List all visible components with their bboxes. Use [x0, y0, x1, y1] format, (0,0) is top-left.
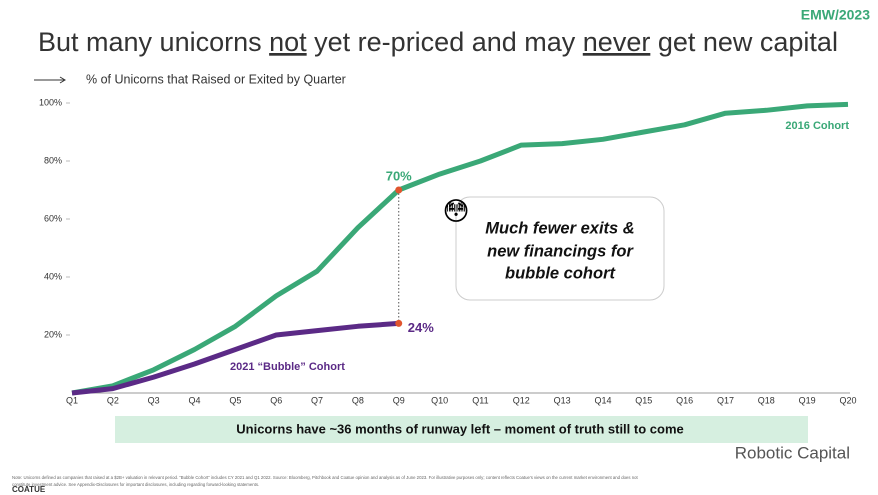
subtitle: % of Unicorns that Raised or Exited by Q… — [86, 72, 346, 86]
callout-text: Much fewer exits & — [485, 219, 634, 237]
y-tick-label: 100% — [39, 97, 62, 107]
corner-label: EMW/2023 — [801, 7, 870, 23]
x-tick-label: Q17 — [717, 395, 734, 405]
banner-box — [115, 416, 808, 443]
y-tick-label: 40% — [44, 271, 62, 281]
y-tick-label: 60% — [44, 213, 62, 223]
banner: Unicorns have ~36 months of runway left … — [236, 421, 683, 436]
logo: COATUE — [12, 485, 46, 494]
x-tick-label: Q1 — [66, 395, 78, 405]
title-part: not — [269, 27, 307, 57]
footnote: Note: Unicorns defined as companies that… — [12, 475, 639, 480]
x-tick-label: Q19 — [799, 395, 816, 405]
x-tick-label: Q7 — [311, 395, 323, 405]
callout-emoji: 😳 — [442, 196, 469, 226]
x-tick-label: Q9 — [393, 395, 405, 405]
y-tick-label: 80% — [44, 155, 62, 165]
title-part: never — [583, 27, 651, 57]
title-part: get new capital — [650, 27, 838, 57]
x-tick-label: Q20 — [839, 395, 856, 405]
x-tick-label: Q13 — [554, 395, 571, 405]
title-part: yet re-priced and may — [307, 27, 583, 57]
callout-text: bubble cohort — [505, 264, 616, 282]
footnote: constitute investment advice. See Append… — [12, 482, 259, 487]
x-tick-label: Q11 — [472, 395, 488, 405]
x-tick-label: Q15 — [635, 395, 652, 405]
x-tick-label: Q12 — [513, 395, 530, 405]
y-tick-label: 20% — [44, 329, 62, 339]
callout-text: new financings for — [487, 242, 634, 260]
series-label: 2016 Cohort — [785, 120, 849, 132]
x-tick-label: Q10 — [431, 395, 448, 405]
series-line — [71, 101, 849, 396]
watermark: Robotic Capital — [735, 443, 850, 462]
x-tick-label: Q6 — [270, 395, 282, 405]
x-tick-label: Q2 — [107, 395, 119, 405]
value-label: 70% — [386, 168, 412, 183]
highlight-point — [395, 319, 403, 327]
x-tick-label: Q8 — [352, 395, 364, 405]
x-tick-label: Q5 — [229, 395, 241, 405]
x-tick-label: Q4 — [189, 395, 201, 405]
arrow-head — [59, 76, 66, 84]
series-label: 2021 “Bubble” Cohort — [230, 361, 345, 373]
x-tick-label: Q3 — [148, 395, 160, 405]
x-tick-label: Q18 — [758, 395, 775, 405]
title: But many unicorns not yet re-priced and … — [38, 27, 838, 57]
callout-box — [455, 196, 665, 301]
x-tick-label: Q14 — [594, 395, 611, 405]
value-label: 24% — [408, 320, 434, 335]
title-part: But many unicorns — [38, 27, 269, 57]
x-tick-label: Q16 — [676, 395, 693, 405]
series-line — [71, 320, 399, 396]
highlight-point — [395, 186, 403, 194]
